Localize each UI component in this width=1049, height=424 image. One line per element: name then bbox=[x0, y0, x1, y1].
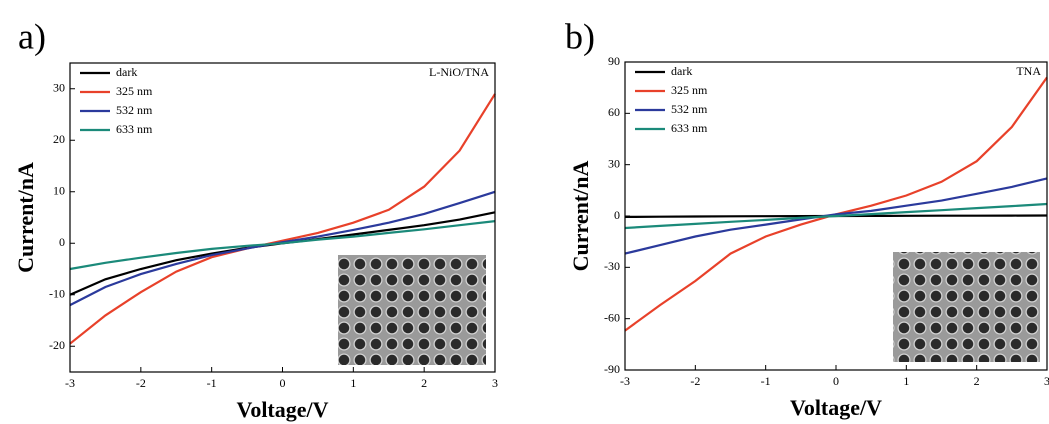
x-axis-label: Voltage/V bbox=[790, 395, 882, 420]
legend-label: 325 nm bbox=[116, 84, 153, 98]
sem-inset bbox=[893, 252, 1040, 362]
series-line bbox=[69, 93, 496, 345]
annotation: TNA bbox=[1016, 64, 1041, 78]
x-tick-label: 0 bbox=[833, 374, 839, 388]
y-tick-label: -20 bbox=[49, 338, 65, 352]
x-tick-label: -2 bbox=[690, 374, 700, 388]
y-tick-label: 20 bbox=[53, 132, 65, 146]
legend-label: dark bbox=[671, 64, 692, 78]
plot-frame bbox=[624, 61, 1048, 371]
x-tick-label: 2 bbox=[974, 374, 980, 388]
y-tick-label: -30 bbox=[604, 259, 620, 273]
x-tick-label: 0 bbox=[280, 376, 286, 390]
y-tick-label: 0 bbox=[59, 235, 65, 249]
series-line bbox=[624, 177, 1048, 255]
series-line bbox=[624, 202, 1048, 230]
x-tick-label: -1 bbox=[207, 376, 217, 390]
legend-label: 325 nm bbox=[671, 83, 708, 97]
sem-inset bbox=[338, 255, 486, 365]
y-tick-label: -60 bbox=[604, 310, 620, 324]
y-tick-label: 0 bbox=[614, 208, 620, 222]
y-tick-label: 10 bbox=[53, 184, 65, 198]
x-tick-label: 3 bbox=[492, 376, 498, 390]
y-tick-label: -10 bbox=[49, 287, 65, 301]
y-tick-label: 30 bbox=[608, 156, 620, 170]
legend-label: 633 nm bbox=[671, 121, 708, 135]
panel-label: b) bbox=[565, 16, 595, 56]
x-tick-label: -1 bbox=[761, 374, 771, 388]
x-tick-label: 1 bbox=[903, 374, 909, 388]
legend-label: dark bbox=[116, 65, 137, 79]
legend-label: 633 nm bbox=[116, 122, 153, 136]
plot-frame bbox=[69, 62, 496, 373]
annotation: L-NiO/TNA bbox=[429, 65, 489, 79]
y-tick-label: 30 bbox=[53, 81, 65, 95]
y-tick-label: -90 bbox=[604, 362, 620, 376]
y-axis-label: Current/nA bbox=[13, 162, 38, 273]
x-tick-label: -2 bbox=[136, 376, 146, 390]
series-line bbox=[69, 220, 496, 271]
legend-label: 532 nm bbox=[116, 103, 153, 117]
y-tick-label: 90 bbox=[608, 54, 620, 68]
y-axis-label: Current/nA bbox=[568, 160, 593, 271]
x-tick-label: -3 bbox=[620, 374, 630, 388]
panel-label: a) bbox=[18, 16, 46, 56]
x-axis-label: Voltage/V bbox=[236, 397, 328, 422]
y-tick-label: 60 bbox=[608, 105, 620, 119]
x-tick-label: -3 bbox=[65, 376, 75, 390]
x-tick-label: 2 bbox=[421, 376, 427, 390]
x-tick-label: 1 bbox=[350, 376, 356, 390]
x-tick-label: 3 bbox=[1044, 374, 1049, 388]
legend-label: 532 nm bbox=[671, 102, 708, 116]
